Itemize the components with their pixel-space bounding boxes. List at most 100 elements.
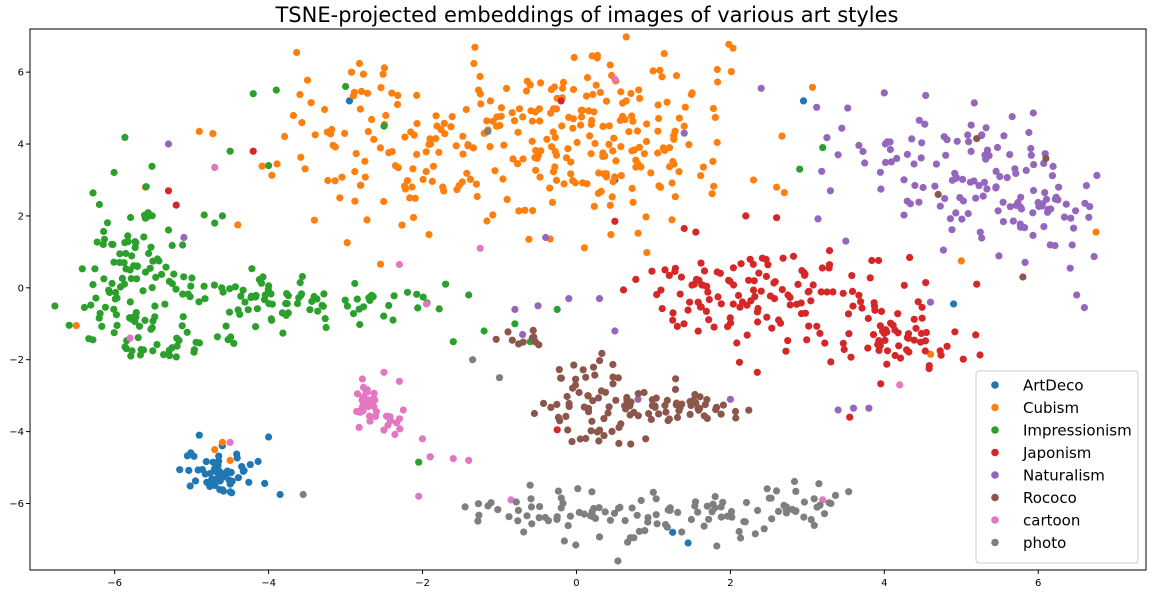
scatter-point [51,302,59,310]
scatter-point [168,241,176,250]
scatter-point [995,252,1003,260]
scatter-point [357,87,366,95]
scatter-point [647,415,655,424]
scatter-point [429,162,438,170]
scatter-point [626,402,634,410]
scatter-point [324,176,332,185]
scatter-point [474,86,483,94]
scatter-point [473,192,481,201]
scatter-point [459,132,467,140]
scatter-point [526,81,534,89]
scatter-point [765,494,773,502]
scatter-point [365,412,374,420]
scatter-point [573,138,581,147]
scatter-point [1021,258,1029,266]
scatter-point [418,435,427,443]
scatter-point [595,533,604,541]
scatter-point [589,90,597,99]
scatter-point [906,200,915,208]
scatter-point [289,111,297,120]
scatter-point [635,527,643,536]
scatter-point [195,431,203,439]
scatter-point [671,193,679,201]
scatter-point [762,255,770,263]
scatter-point [931,182,939,190]
scatter-point [141,268,150,276]
scatter-point [621,517,629,525]
scatter-point [505,513,513,521]
scatter-point [338,173,346,181]
scatter-point [595,504,603,512]
scatter-point [982,124,990,132]
scatter-point [659,144,667,152]
scatter-point [474,517,482,525]
scatter-point [601,388,610,396]
scatter-point [502,84,511,92]
scatter-point [534,151,542,159]
scatter-point [364,402,372,411]
scatter-point [299,490,307,499]
scatter-point [686,398,694,406]
scatter-point [484,127,492,135]
scatter-point [472,180,480,188]
scatter-point [440,187,448,195]
scatter-point [799,97,808,105]
scatter-point [996,173,1004,181]
scatter-point [382,111,390,120]
scatter-point [627,440,635,448]
scatter-point [380,122,388,130]
scatter-point [536,173,544,181]
scatter-point [749,260,757,268]
scatter-point [704,288,712,296]
scatter-point [231,283,239,291]
scatter-point [225,476,233,484]
scatter-point [164,187,173,195]
x-tick-label: 2 [727,578,733,589]
scatter-point [389,316,397,324]
scatter-point [726,395,735,403]
scatter-point [936,202,944,210]
scatter-point [710,323,718,331]
scatter-point [684,306,692,314]
scatter-point [692,399,700,407]
scatter-point [355,305,363,313]
scatter-point [610,509,619,517]
scatter-point [1085,213,1093,221]
scatter-point [668,179,676,187]
scatter-point [321,105,329,114]
scatter-point [110,168,118,177]
scatter-point [566,512,575,520]
scatter-point [557,494,565,502]
scatter-point [582,92,591,100]
scatter-point [649,67,657,75]
scatter-point [409,165,417,173]
scatter-point [605,403,613,411]
scatter-point [527,495,535,503]
scatter-point [406,194,414,202]
scatter-point [910,160,918,168]
scatter-point [528,137,536,145]
scatter-point [187,282,195,290]
scatter-point [590,108,598,116]
scatter-point [351,168,359,176]
scatter-point [695,406,703,414]
scatter-point [774,507,783,515]
scatter-point [103,219,112,227]
legend-label: Japonism [1022,444,1091,462]
scatter-point [380,197,388,206]
scatter-point [948,176,957,184]
scatter-point [355,423,363,431]
scatter-point [676,290,684,298]
scatter-point [152,273,160,281]
scatter-point [763,485,771,493]
scatter-point [296,279,304,287]
scatter-point [89,281,97,289]
scatter-point [915,116,923,124]
scatter-point [619,99,627,107]
scatter-point [946,215,955,223]
scatter-point [612,396,620,404]
scatter-point [709,104,718,113]
scatter-point [950,300,958,308]
scatter-point [859,147,867,156]
scatter-point [463,169,471,177]
